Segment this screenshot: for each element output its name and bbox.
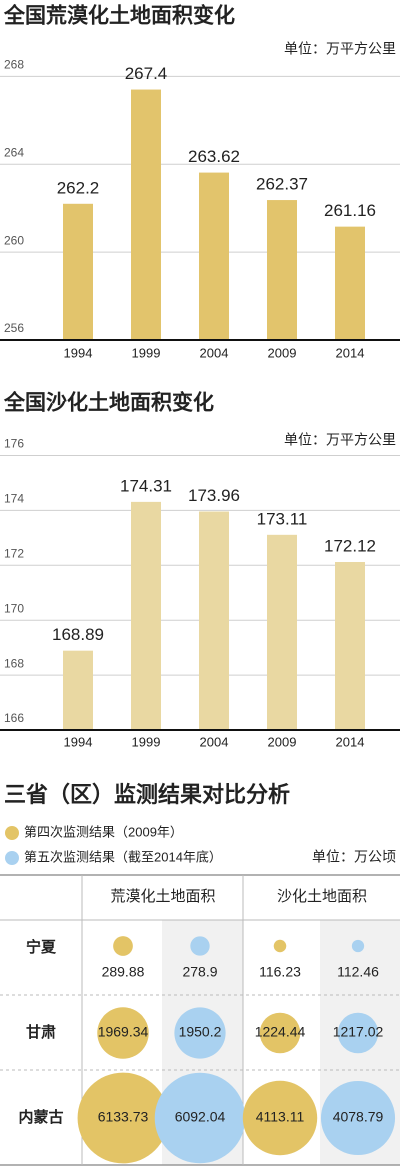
bubble (273, 939, 287, 953)
y-tick-label: 176 (4, 437, 24, 451)
value-label: 112.46 (337, 964, 379, 980)
bubble (97, 1007, 149, 1059)
x-tick-label: 1994 (64, 734, 93, 749)
x-tick-label: 1999 (132, 345, 161, 360)
bar (335, 562, 365, 730)
value-label: 116.23 (259, 964, 301, 980)
bubble (351, 939, 365, 953)
unit-label: 单位：万平方公里 (284, 432, 396, 448)
x-tick-label: 2014 (336, 345, 365, 360)
x-tick-label: 2004 (200, 345, 229, 360)
y-tick-label: 264 (4, 145, 24, 159)
chart-title: 全国荒漠化土地面积变化 (3, 4, 235, 28)
value-label: 6092.04 (175, 1109, 226, 1125)
column-header: 沙化土地面积 (277, 888, 367, 905)
bubble (259, 1012, 301, 1054)
x-tick-label: 1994 (64, 345, 93, 360)
row-label: 宁夏 (26, 938, 57, 956)
bar (335, 226, 365, 340)
bar (131, 501, 161, 730)
bubble (174, 1007, 226, 1059)
unit-label: 单位：万公顷 (312, 849, 396, 865)
column-header: 荒漠化土地面积 (110, 888, 215, 905)
value-label: 173.96 (188, 486, 240, 505)
value-label: 1217.02 (333, 1024, 384, 1040)
chart-title: 三省（区）监测结果对比分析 (4, 782, 290, 807)
unit-label: 单位：万平方公里 (284, 41, 396, 57)
x-tick-label: 2009 (268, 734, 297, 749)
value-label: 267.4 (125, 64, 168, 83)
bubble (337, 1012, 379, 1054)
bubble (113, 936, 133, 956)
y-tick-label: 174 (4, 492, 24, 506)
value-label: 1224.44 (255, 1024, 306, 1040)
bar (199, 172, 229, 340)
legend-marker (5, 851, 19, 865)
bar (199, 511, 229, 730)
y-tick-label: 268 (4, 58, 24, 72)
value-label: 278.9 (182, 964, 217, 980)
y-tick-label: 260 (4, 233, 24, 247)
bubble (154, 1072, 246, 1164)
legend-marker (5, 826, 19, 840)
bar (63, 203, 93, 340)
y-tick-label: 256 (4, 321, 24, 335)
bubble (190, 936, 210, 956)
bubble (77, 1072, 169, 1164)
row-label: 甘肃 (26, 1023, 56, 1041)
y-tick-label: 168 (4, 656, 24, 670)
value-label: 174.31 (120, 476, 172, 495)
bubble (242, 1080, 318, 1156)
value-label: 262.2 (57, 178, 100, 197)
value-label: 172.12 (324, 536, 376, 555)
y-tick-label: 172 (4, 546, 24, 560)
x-tick-label: 2009 (268, 345, 297, 360)
value-label: 261.16 (324, 201, 376, 220)
value-label: 289.88 (102, 964, 145, 980)
bubble (320, 1080, 396, 1156)
y-tick-label: 170 (4, 601, 24, 615)
row-label: 内蒙古 (18, 1108, 63, 1126)
legend-label: 第四次监测结果（2009年） (24, 824, 183, 839)
value-label: 4078.79 (333, 1109, 384, 1125)
value-label: 1969.34 (98, 1024, 149, 1040)
y-tick-label: 166 (4, 711, 24, 725)
value-label: 6133.73 (98, 1109, 149, 1125)
x-tick-label: 2014 (336, 734, 365, 749)
bar (267, 200, 297, 340)
value-label: 262.37 (256, 175, 308, 194)
value-label: 1950.2 (179, 1024, 222, 1040)
bar (63, 650, 93, 730)
value-label: 173.11 (257, 509, 308, 528)
bar (267, 534, 297, 730)
chart-title: 全国沙化土地面积变化 (3, 391, 214, 415)
value-label: 263.62 (188, 147, 240, 166)
x-tick-label: 1999 (132, 734, 161, 749)
x-tick-label: 2004 (200, 734, 229, 749)
value-label: 168.89 (52, 625, 104, 644)
value-label: 4113.11 (256, 1109, 305, 1125)
bar (131, 89, 161, 340)
legend-label: 第五次监测结果（截至2014年底） (24, 849, 222, 864)
